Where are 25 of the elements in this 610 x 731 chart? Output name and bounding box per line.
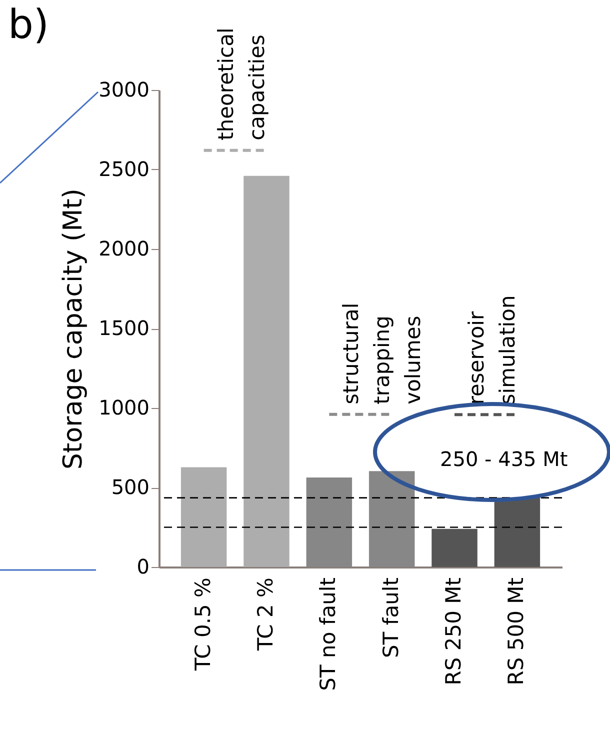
- annotation: 250 - 435 Mt: [440, 447, 568, 471]
- y-tick-label: 3000: [98, 78, 150, 102]
- y-tick-label: 0: [136, 554, 150, 578]
- chart-title: b): [8, 2, 49, 48]
- y-tick-label: 2500: [98, 157, 150, 181]
- y-axis-title: Storage capacity (Mt): [58, 188, 89, 470]
- x-tick-label: TC 0.5 %: [190, 578, 215, 672]
- bar: [494, 498, 540, 567]
- annotation: theoretical capacities: [214, 28, 269, 140]
- y-tick-label: 1500: [98, 316, 150, 340]
- annotation: reservoir simulation: [464, 295, 520, 405]
- y-tick-label: 2000: [98, 236, 150, 260]
- x-tick-label: RS 500 Mt: [504, 578, 528, 686]
- bar: [306, 477, 352, 567]
- x-tick-label: TC 2 %: [253, 578, 278, 652]
- x-tick-label: ST no fault: [316, 578, 340, 691]
- x-tick-label: RS 250 Mt: [442, 578, 466, 686]
- bar: [244, 176, 290, 567]
- bar: [432, 528, 478, 567]
- x-tick-label: ST fault: [378, 578, 403, 658]
- bar: [180, 467, 227, 567]
- y-tick-label: 1000: [98, 396, 150, 420]
- annotation: structural trapping volumes: [339, 302, 426, 404]
- bar: [368, 471, 415, 567]
- y-tick-label: 500: [111, 475, 150, 499]
